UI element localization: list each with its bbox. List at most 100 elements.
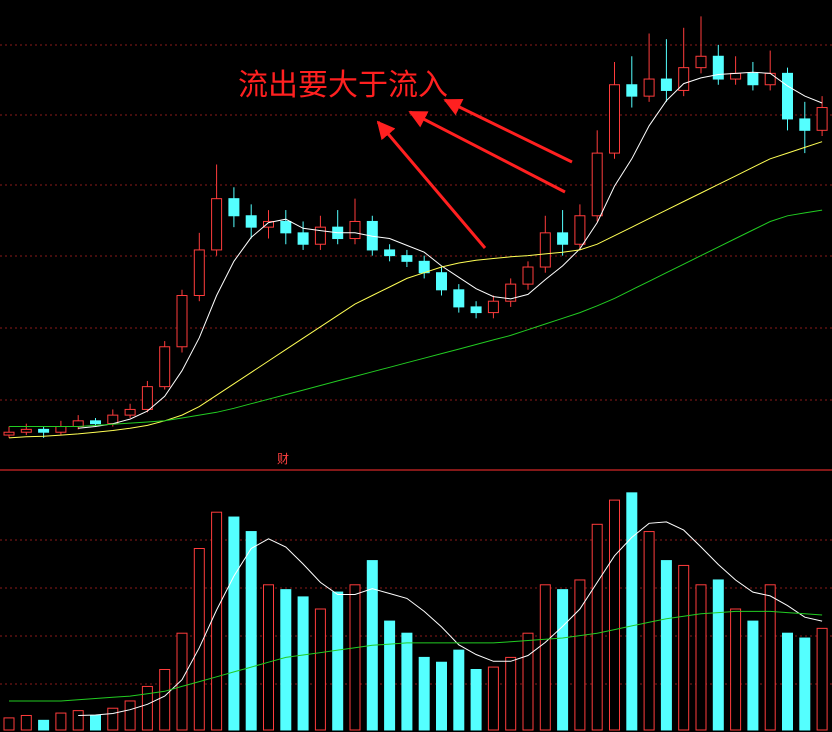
volume-bar <box>505 656 517 731</box>
candle-body <box>401 255 413 262</box>
volume-bar <box>90 714 101 731</box>
annotation: 流出要大于流入 <box>238 68 448 103</box>
average-line <box>78 521 823 716</box>
candle-body <box>349 220 361 240</box>
candle-body <box>816 107 828 131</box>
candle-body <box>314 226 326 245</box>
volume-bar <box>38 719 50 731</box>
volume-bar <box>799 637 811 731</box>
candle-body <box>280 220 292 234</box>
volume-bar <box>193 548 205 731</box>
average-line <box>78 71 823 429</box>
candle-body <box>72 420 84 428</box>
candle-body <box>211 198 223 251</box>
volume-bar <box>747 620 759 731</box>
volume-bar <box>609 499 620 731</box>
volume-bar <box>816 627 828 731</box>
average-line <box>8 141 823 439</box>
candle-body <box>3 431 15 436</box>
candle-body <box>20 428 32 433</box>
candle-body <box>384 249 396 257</box>
volume-bar <box>263 584 274 731</box>
volume-bar <box>211 511 223 731</box>
candle-body <box>799 118 811 131</box>
candle-body <box>764 72 776 86</box>
candle-body <box>487 300 499 314</box>
candle-body <box>591 152 603 217</box>
marks <box>3 16 828 731</box>
candle-body <box>297 232 309 245</box>
arrow <box>376 120 487 249</box>
volume-bar <box>678 564 690 731</box>
volume-bar <box>436 661 447 731</box>
volume-bar <box>764 584 776 731</box>
candle-body <box>747 72 759 86</box>
volume-bar <box>453 649 465 731</box>
volume-bar <box>107 707 119 731</box>
candle-body <box>609 84 620 154</box>
volume-bar <box>141 685 153 731</box>
candle-body <box>539 232 551 268</box>
volume-bar <box>695 584 707 731</box>
candle-body <box>557 232 569 245</box>
candle-body <box>695 55 707 69</box>
candle-body <box>159 346 171 388</box>
candle-body <box>522 266 534 285</box>
volume-bar <box>72 710 84 731</box>
candle-body <box>228 198 240 217</box>
volume-bar <box>712 579 724 731</box>
volume-bar <box>124 700 136 731</box>
candle-body <box>176 295 188 348</box>
volume-bar <box>3 717 15 731</box>
volume-bar <box>643 531 655 731</box>
volume-bar <box>539 584 551 731</box>
candle-body <box>470 306 482 314</box>
volume-bar <box>159 669 171 731</box>
candle-body <box>124 408 136 416</box>
volume-bar <box>20 714 32 731</box>
annotation-arrows <box>376 98 573 249</box>
candle-body <box>453 289 465 308</box>
candle-body <box>505 283 517 302</box>
candle-body <box>90 420 101 425</box>
candle-body <box>55 426 67 433</box>
average-line <box>9 209 823 427</box>
candle-body <box>263 220 274 228</box>
candle-body <box>38 428 50 433</box>
volume-bar <box>782 632 793 731</box>
volume-bar <box>314 608 326 731</box>
volume-bar <box>574 579 586 731</box>
candle-body <box>730 72 742 80</box>
grid <box>0 44 832 685</box>
candle-body <box>660 78 672 91</box>
volume-bar <box>660 560 672 731</box>
candle-body <box>643 78 655 97</box>
candle-body <box>574 215 586 245</box>
candle-body <box>678 67 690 91</box>
volume-bar <box>384 620 396 731</box>
volume-bar <box>55 712 67 731</box>
volume-bar <box>557 589 569 731</box>
volume-bar <box>626 492 638 731</box>
arrow <box>408 110 566 194</box>
average-line <box>9 610 823 702</box>
volume-bar <box>401 632 413 731</box>
volume-bar <box>470 669 482 731</box>
event-marker: 财 <box>277 452 289 466</box>
candle-body <box>436 272 447 291</box>
volume-bar <box>245 531 257 731</box>
candle-body <box>712 55 724 80</box>
candle-body <box>782 72 793 120</box>
volume-bar <box>730 608 742 731</box>
candle-body <box>626 84 638 97</box>
candle-body <box>418 260 430 274</box>
volume-bar <box>487 666 499 731</box>
volume-bar <box>297 596 309 731</box>
volume-bar <box>522 632 534 731</box>
volume-bar <box>176 632 188 731</box>
candle-body <box>245 215 257 228</box>
volume-bar <box>332 591 344 731</box>
volume-bar <box>228 516 240 731</box>
